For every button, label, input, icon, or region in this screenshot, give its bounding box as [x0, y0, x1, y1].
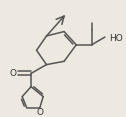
Text: HO: HO: [109, 34, 123, 43]
Text: O: O: [36, 108, 43, 117]
Text: O: O: [10, 69, 17, 78]
